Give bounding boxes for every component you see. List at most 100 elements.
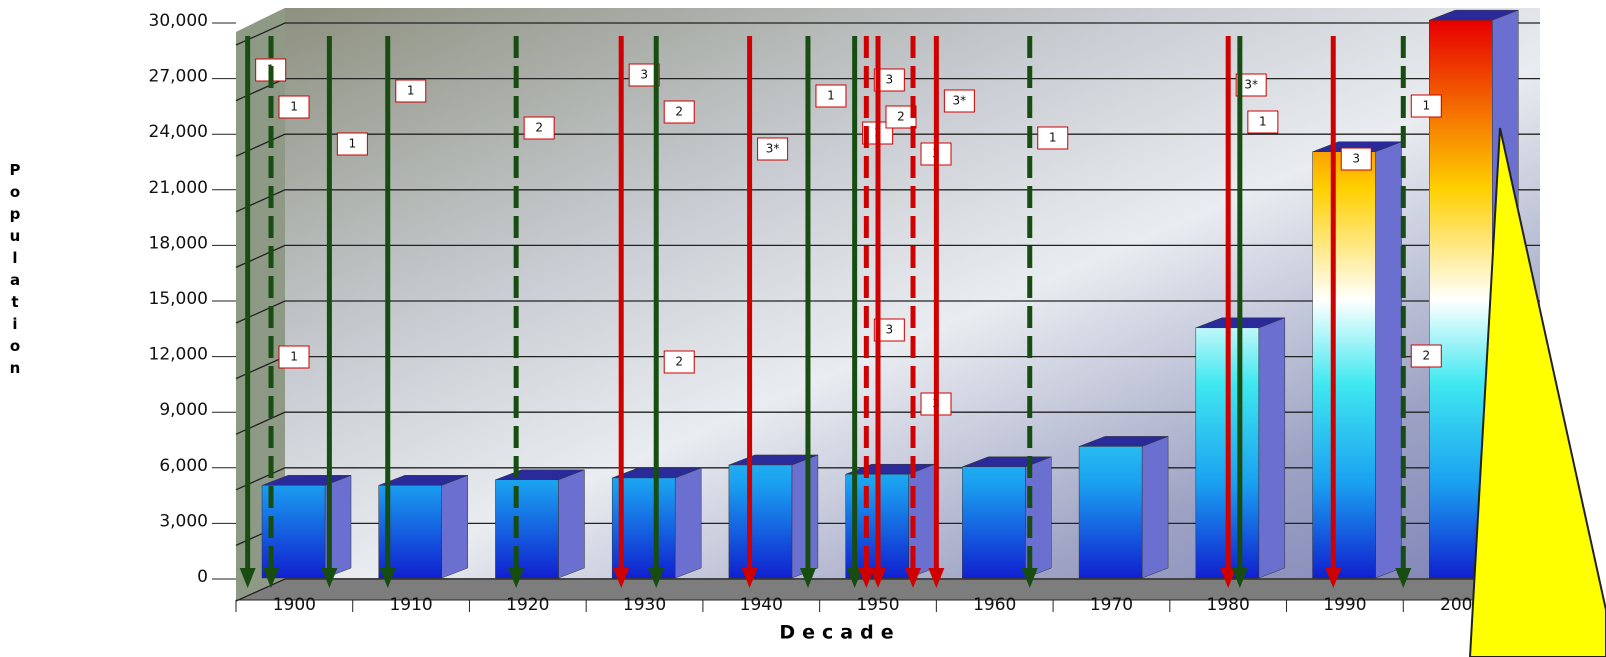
hurricane-label: 2 bbox=[1422, 349, 1430, 363]
x-axis-title: Decade bbox=[779, 622, 900, 644]
hurricane-label: 2 bbox=[675, 355, 683, 369]
hurricane-label: 3* bbox=[953, 94, 967, 108]
arrow-head bbox=[870, 568, 886, 588]
x-tick-label: 1960 bbox=[973, 595, 1016, 615]
floor bbox=[236, 578, 1540, 600]
hurricane-label: 1 bbox=[349, 137, 357, 151]
hurricane-label: 3 bbox=[886, 323, 894, 337]
y-tick-label: 30,000 bbox=[149, 11, 208, 31]
label-box bbox=[1340, 147, 1372, 171]
x-tick-label: 1990 bbox=[1323, 595, 1366, 615]
grid-line bbox=[235, 22, 1540, 46]
label-box bbox=[815, 84, 847, 108]
y-tick-label: 18,000 bbox=[149, 233, 208, 253]
y-tick-label: 21,000 bbox=[149, 178, 208, 198]
arrow-head bbox=[1021, 568, 1038, 588]
hurricane-arrow: 1 bbox=[379, 36, 427, 588]
hurricane-label: 3* bbox=[1244, 78, 1258, 92]
x-tick-label: 1970 bbox=[1090, 595, 1133, 615]
label-box bbox=[336, 132, 368, 156]
label-box bbox=[757, 137, 789, 161]
bar bbox=[962, 466, 1026, 579]
hurricane-arrow: 22 bbox=[648, 36, 695, 588]
bar-side bbox=[558, 469, 585, 579]
arrow-head bbox=[1395, 568, 1412, 588]
y-tick-label: 12,000 bbox=[149, 345, 208, 365]
y-tick-label: 6,000 bbox=[159, 456, 208, 476]
y-tick-label: 15,000 bbox=[149, 289, 208, 309]
bar bbox=[1078, 446, 1143, 579]
hurricane-arrow: 3* bbox=[1220, 36, 1267, 588]
bar-side bbox=[791, 454, 819, 579]
hurricane-arrow: 1 bbox=[799, 36, 847, 588]
bar-side bbox=[1375, 141, 1402, 579]
arrow-head bbox=[613, 568, 630, 588]
hurricane-arrow: 2 bbox=[508, 36, 555, 588]
hurricane-arrow: 3 bbox=[1325, 36, 1372, 588]
x-tick-label: 1980 bbox=[1207, 595, 1250, 615]
bar-side bbox=[1141, 436, 1169, 579]
hurricane-arrow: 33 bbox=[858, 36, 905, 588]
y-tick-label: 24,000 bbox=[149, 122, 208, 142]
x-tick-label: 1930 bbox=[623, 595, 666, 615]
x-tick-label: 1900 bbox=[273, 595, 316, 615]
grid-line bbox=[235, 189, 1540, 213]
hurricane-label: 2 bbox=[675, 105, 683, 119]
arrow-head bbox=[928, 568, 945, 588]
hurricane-arrow: 1 bbox=[321, 36, 368, 588]
plot: 0 3,000 6,000 9,000 12,000 15,000 18,000 21,000… bbox=[149, 9, 1540, 615]
arrow-head bbox=[648, 568, 665, 588]
y-tick-label: 9,000 bbox=[159, 400, 208, 420]
hurricane-arrow: 3* bbox=[741, 36, 789, 588]
label-box bbox=[885, 105, 917, 129]
x-tick-label: 1920 bbox=[506, 595, 549, 615]
label-box bbox=[1037, 126, 1069, 150]
label-box bbox=[873, 68, 905, 92]
grid-line bbox=[235, 578, 1540, 602]
bar-side bbox=[1258, 317, 1286, 579]
x-tick-label: 1940 bbox=[740, 595, 783, 615]
grid-line bbox=[235, 411, 1540, 435]
hurricane-arrow: 12 bbox=[1395, 36, 1442, 588]
arrow-head bbox=[379, 568, 396, 588]
label-box bbox=[1410, 94, 1442, 118]
label-box bbox=[395, 79, 427, 103]
hurricane-arrow: 11 bbox=[263, 36, 310, 588]
arrow-head bbox=[321, 568, 338, 588]
label-box bbox=[1247, 110, 1279, 134]
arrow-head bbox=[508, 568, 525, 588]
grid-line bbox=[235, 300, 1540, 324]
bar-side bbox=[674, 467, 702, 579]
hurricane-label: 3 bbox=[640, 68, 648, 82]
arrow-head bbox=[1325, 568, 1342, 588]
hurricane-label: 1 bbox=[1049, 131, 1057, 145]
y-tick-label: 3,000 bbox=[159, 511, 208, 531]
callout-triangle bbox=[1468, 127, 1606, 657]
hurricane-label: 2 bbox=[897, 110, 905, 124]
hurricane-arrow: 2 bbox=[870, 36, 917, 588]
label-box bbox=[1235, 73, 1267, 97]
hurricane-label: 3 bbox=[886, 73, 894, 87]
grid-line bbox=[235, 133, 1540, 157]
hurricane-label: 1 bbox=[290, 350, 298, 364]
hurricane-label: 1 bbox=[407, 84, 415, 98]
hurricane-arrow: 1 bbox=[1021, 36, 1069, 588]
hurricane-label: 3 bbox=[1352, 152, 1360, 166]
label-box bbox=[278, 345, 310, 369]
label-box bbox=[873, 318, 905, 342]
arrow-head bbox=[263, 568, 280, 588]
hurricane-label: 1 bbox=[1422, 99, 1430, 113]
bar bbox=[495, 479, 559, 579]
label-box bbox=[278, 95, 310, 119]
hurricane-arrow: 1 bbox=[1231, 36, 1279, 588]
hurricane-arrow: 3* bbox=[928, 36, 975, 588]
y-tick-label: 27,000 bbox=[149, 67, 208, 87]
arrow-head bbox=[905, 568, 922, 588]
arrow-head bbox=[239, 568, 256, 588]
y-tick-label: 0 bbox=[197, 567, 208, 587]
arrow-head bbox=[741, 568, 758, 588]
bar bbox=[728, 464, 793, 579]
